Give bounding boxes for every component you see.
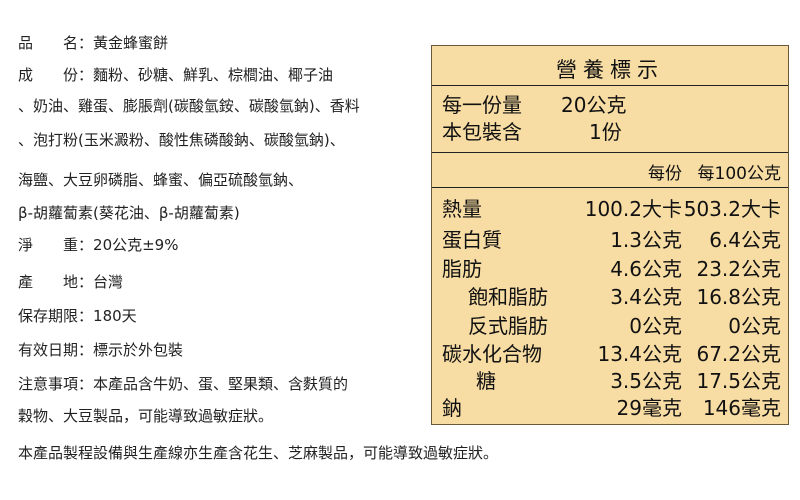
nutrient-name: 反式脂肪: [468, 314, 548, 338]
info-line: 淨 重：20公克±9%: [18, 235, 178, 255]
info-line: 注意事項：本產品含牛奶、蛋、堅果類、含麩質的: [18, 374, 348, 394]
info-label: 品 名: [18, 34, 79, 52]
info-value: 海鹽、大豆卵磷脂、蜂蜜、偏亞硫酸氫鈉、: [18, 171, 304, 189]
nutrient-name: 鈉: [442, 396, 462, 420]
info-value: 本產品製程設備與生產線亦生產含花生、芝麻製品，可能導致過敏症狀。: [18, 444, 499, 462]
info-line: 穀物、大豆製品，可能導致過敏症狀。: [18, 406, 273, 426]
info-line: 品 名：黃金蜂蜜餅: [18, 33, 168, 53]
nutrient-per-100g: 6.4公克: [709, 228, 781, 252]
info-value: 本產品含牛奶、蛋、堅果類、含麩質的: [93, 375, 349, 393]
nutrient-per-serving: 13.4公克: [597, 342, 682, 366]
nutrient-per-100g: 146毫克: [702, 396, 781, 420]
info-label: 注意事項: [18, 375, 79, 393]
servings-label: 本包裝含: [442, 120, 522, 144]
info-line: 保存期限：180天: [18, 306, 137, 326]
info-line: 本產品製程設備與生產線亦生產含花生、芝麻製品，可能導致過敏症狀。: [18, 443, 498, 463]
info-line: 海鹽、大豆卵磷脂、蜂蜜、偏亞硫酸氫鈉、: [18, 170, 303, 190]
nutrition-facts-table: 營養標示 每一份量 20公克 本包裝含 1份 每份 每100公克 熱量 100.2…: [431, 45, 789, 425]
nutrient-per-serving: 29毫克: [616, 396, 682, 420]
info-value: β-胡蘿蔔素(葵花油、β-胡蘿蔔素): [18, 204, 240, 222]
colon: ：: [78, 375, 94, 393]
info-value: 黃金蜂蜜餅: [93, 34, 169, 52]
nutrient-per-serving: 4.6公克: [610, 257, 682, 281]
nutrient-per-serving: 0公克: [629, 314, 682, 338]
info-label: 淨 重: [18, 236, 79, 254]
divider: [432, 152, 788, 153]
info-line: β-胡蘿蔔素(葵花油、β-胡蘿蔔素): [18, 203, 240, 223]
nutrient-per-serving: 3.4公克: [610, 285, 682, 309]
nutrient-name: 脂肪: [442, 257, 482, 281]
info-value: 、泡打粉(玉米澱粉、酸性焦磷酸鈉、碳酸氫鈉)、: [18, 131, 345, 149]
nutrient-name: 飽和脂肪: [468, 285, 548, 309]
col-per-serving: 每份: [648, 164, 682, 184]
nutrient-name: 蛋白質: [442, 228, 502, 252]
info-line: 、泡打粉(玉米澱粉、酸性焦磷酸鈉、碳酸氫鈉)、: [18, 130, 345, 150]
info-line: 有效日期：標示於外包裝: [18, 340, 183, 360]
colon: ：: [78, 273, 94, 291]
divider: [432, 85, 788, 86]
nutrient-name: 糖: [476, 369, 496, 393]
info-value: 麵粉、砂糖、鮮乳、棕櫚油、椰子油: [93, 66, 334, 84]
nutrient-name: 熱量: [442, 197, 482, 221]
divider: [432, 187, 788, 188]
servings-value: 1份: [589, 120, 622, 144]
colon: ：: [78, 34, 94, 52]
info-label: 成 份: [18, 66, 79, 84]
info-value: 180天: [93, 307, 137, 325]
serving-size-value: 20公克: [561, 93, 627, 117]
info-value: 、奶油、雞蛋、膨脹劑(碳酸氫銨、碳酸氫鈉)、香料: [18, 97, 360, 115]
info-line: 、奶油、雞蛋、膨脹劑(碳酸氫銨、碳酸氫鈉)、香料: [18, 96, 360, 116]
info-value: 標示於外包裝: [93, 341, 184, 359]
colon: ：: [78, 66, 94, 84]
info-label: 保存期限: [18, 307, 79, 325]
nutrient-per-100g: 0公克: [728, 314, 781, 338]
nutrient-per-serving: 3.5公克: [610, 369, 682, 393]
nutrient-per-serving: 1.3公克: [610, 228, 682, 252]
serving-size-label: 每一份量: [442, 93, 522, 117]
nutrient-per-100g: 17.5公克: [696, 369, 781, 393]
colon: ：: [78, 307, 94, 325]
nutrient-name: 碳水化合物: [442, 342, 542, 366]
info-label: 有效日期: [18, 341, 79, 359]
nutrient-per-100g: 16.8公克: [696, 285, 781, 309]
info-label: 產 地: [18, 273, 79, 291]
nutrition-title: 營養標示: [556, 58, 664, 82]
info-value: 20公克±9%: [93, 236, 179, 254]
col-per-100g: 每100公克: [697, 164, 781, 184]
nutrient-per-100g: 67.2公克: [696, 342, 781, 366]
nutrient-per-serving: 100.2大卡: [584, 197, 682, 221]
info-value: 台灣: [93, 273, 124, 291]
colon: ：: [78, 341, 94, 359]
colon: ：: [78, 236, 94, 254]
info-line: 成 份：麵粉、砂糖、鮮乳、棕櫚油、椰子油: [18, 65, 333, 85]
info-line: 產 地：台灣: [18, 272, 123, 292]
info-value: 穀物、大豆製品，可能導致過敏症狀。: [18, 407, 274, 425]
nutrient-per-100g: 23.2公克: [696, 257, 781, 281]
nutrient-per-100g: 503.2大卡: [683, 197, 781, 221]
